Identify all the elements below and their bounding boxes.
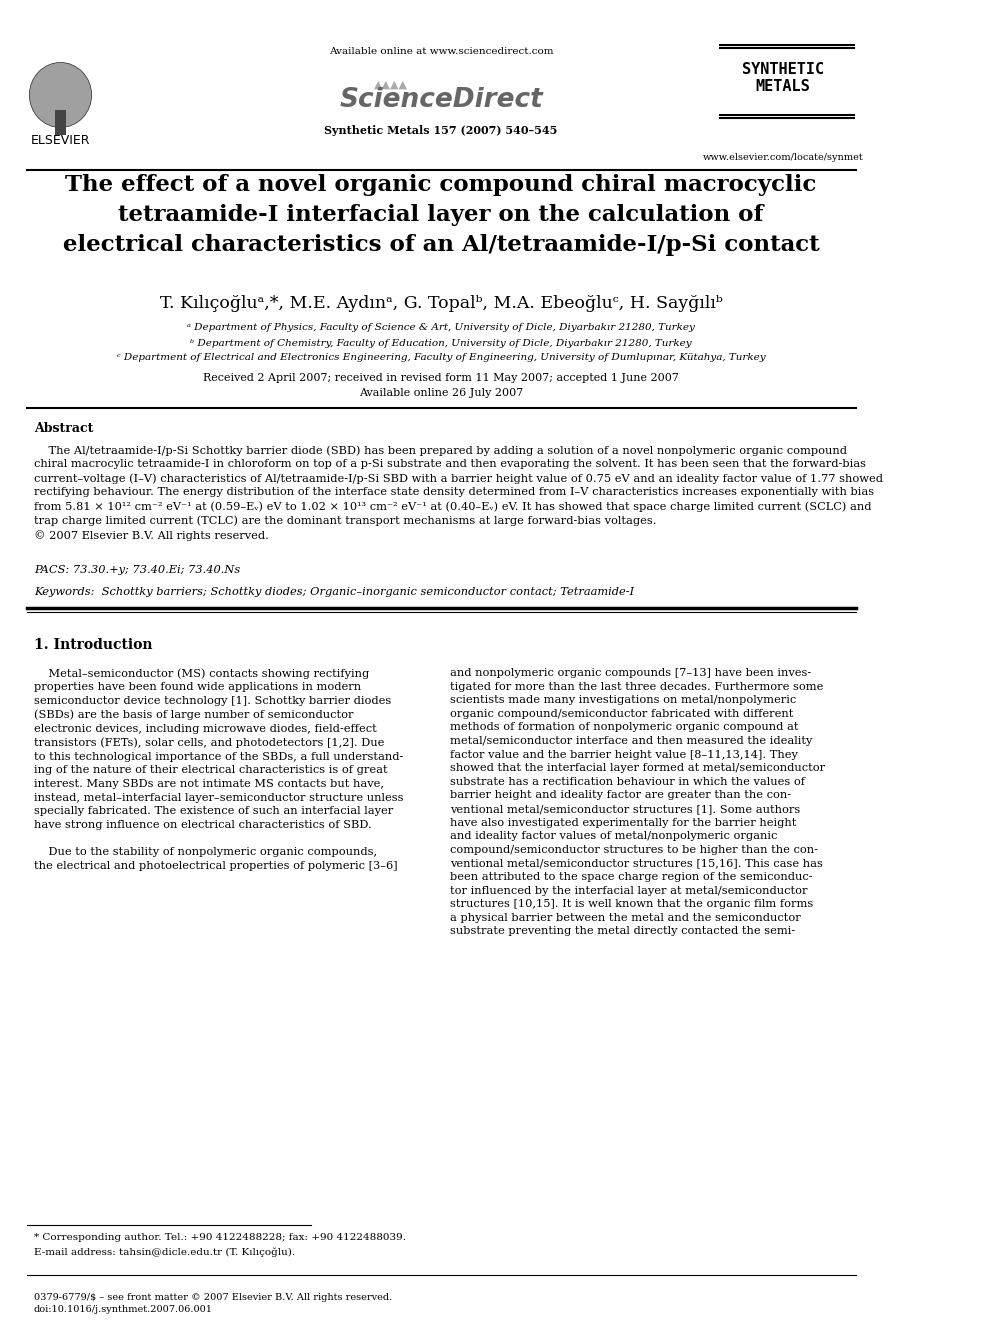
Text: ScienceDirect: ScienceDirect <box>339 87 543 112</box>
Text: E-mail address: tahsin@dicle.edu.tr (T. Kılıçoğlu).: E-mail address: tahsin@dicle.edu.tr (T. … <box>34 1248 295 1257</box>
Text: Metal–semiconductor (MS) contacts showing rectifying
properties have been found : Metal–semiconductor (MS) contacts showin… <box>34 668 404 871</box>
Text: Abstract: Abstract <box>34 422 93 434</box>
Text: PACS: 73.30.+y; 73.40.Ei; 73.40.Ns: PACS: 73.30.+y; 73.40.Ei; 73.40.Ns <box>34 565 240 576</box>
Text: ᵇ Department of Chemistry, Faculty of Education, University of Dicle, Diyarbakır: ᵇ Department of Chemistry, Faculty of Ed… <box>190 339 692 348</box>
Text: Received 2 April 2007; received in revised form 11 May 2007; accepted 1 June 200: Received 2 April 2007; received in revis… <box>203 373 680 382</box>
Text: ▲▲▲▲: ▲▲▲▲ <box>374 79 409 90</box>
Text: 0379-6779/$ – see front matter © 2007 Elsevier B.V. All rights reserved.
doi:10.: 0379-6779/$ – see front matter © 2007 El… <box>34 1293 392 1315</box>
Text: The effect of a novel organic compound chiral macrocyclic
tetraamide-I interfaci: The effect of a novel organic compound c… <box>62 173 819 257</box>
Text: www.elsevier.com/locate/synmet: www.elsevier.com/locate/synmet <box>702 153 863 163</box>
Text: * Corresponding author. Tel.: +90 4122488228; fax: +90 4122488039.: * Corresponding author. Tel.: +90 412248… <box>34 1233 406 1242</box>
Text: Available online at www.sciencedirect.com: Available online at www.sciencedirect.co… <box>329 48 554 57</box>
Text: ᶜ Department of Electrical and Electronics Engineering, Faculty of Engineering, : ᶜ Department of Electrical and Electroni… <box>117 353 766 363</box>
Text: Synthetic Metals 157 (2007) 540–545: Synthetic Metals 157 (2007) 540–545 <box>324 124 558 135</box>
Text: 1. Introduction: 1. Introduction <box>34 638 153 652</box>
Text: The Al/tetraamide-I/p-Si Schottky barrier diode (SBD) has been prepared by addin: The Al/tetraamide-I/p-Si Schottky barrie… <box>34 445 883 541</box>
Text: T. Kılıçoğluᵃ,*, M.E. Aydınᵃ, G. Topalᵇ, M.A. Ebeoğluᶜ, H. Sayğılıᵇ: T. Kılıçoğluᵃ,*, M.E. Aydınᵃ, G. Topalᵇ,… <box>160 295 722 311</box>
Text: SYNTHETIC
METALS: SYNTHETIC METALS <box>742 62 823 94</box>
Text: Available online 26 July 2007: Available online 26 July 2007 <box>359 388 524 398</box>
Ellipse shape <box>30 62 91 127</box>
Text: ELSEVIER: ELSEVIER <box>31 134 90 147</box>
Bar <box>56 110 65 135</box>
Text: and nonpolymeric organic compounds [7–13] have been inves-
tigated for more than: and nonpolymeric organic compounds [7–13… <box>450 668 825 937</box>
Text: Keywords:  Schottky barriers; Schottky diodes; Organic–inorganic semiconductor c: Keywords: Schottky barriers; Schottky di… <box>34 587 634 597</box>
Text: ᵃ Department of Physics, Faculty of Science & Art, University of Dicle, Diyarbak: ᵃ Department of Physics, Faculty of Scie… <box>187 324 695 332</box>
